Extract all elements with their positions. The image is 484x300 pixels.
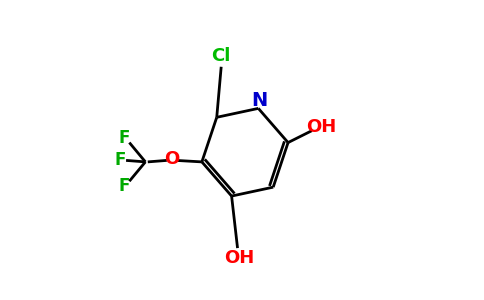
- Text: O: O: [165, 150, 180, 168]
- Text: F: F: [118, 129, 130, 147]
- Text: F: F: [114, 152, 126, 169]
- Text: OH: OH: [224, 250, 254, 268]
- Text: OH: OH: [305, 118, 336, 136]
- Text: F: F: [118, 177, 130, 195]
- Text: N: N: [252, 92, 268, 110]
- Text: Cl: Cl: [212, 47, 231, 65]
